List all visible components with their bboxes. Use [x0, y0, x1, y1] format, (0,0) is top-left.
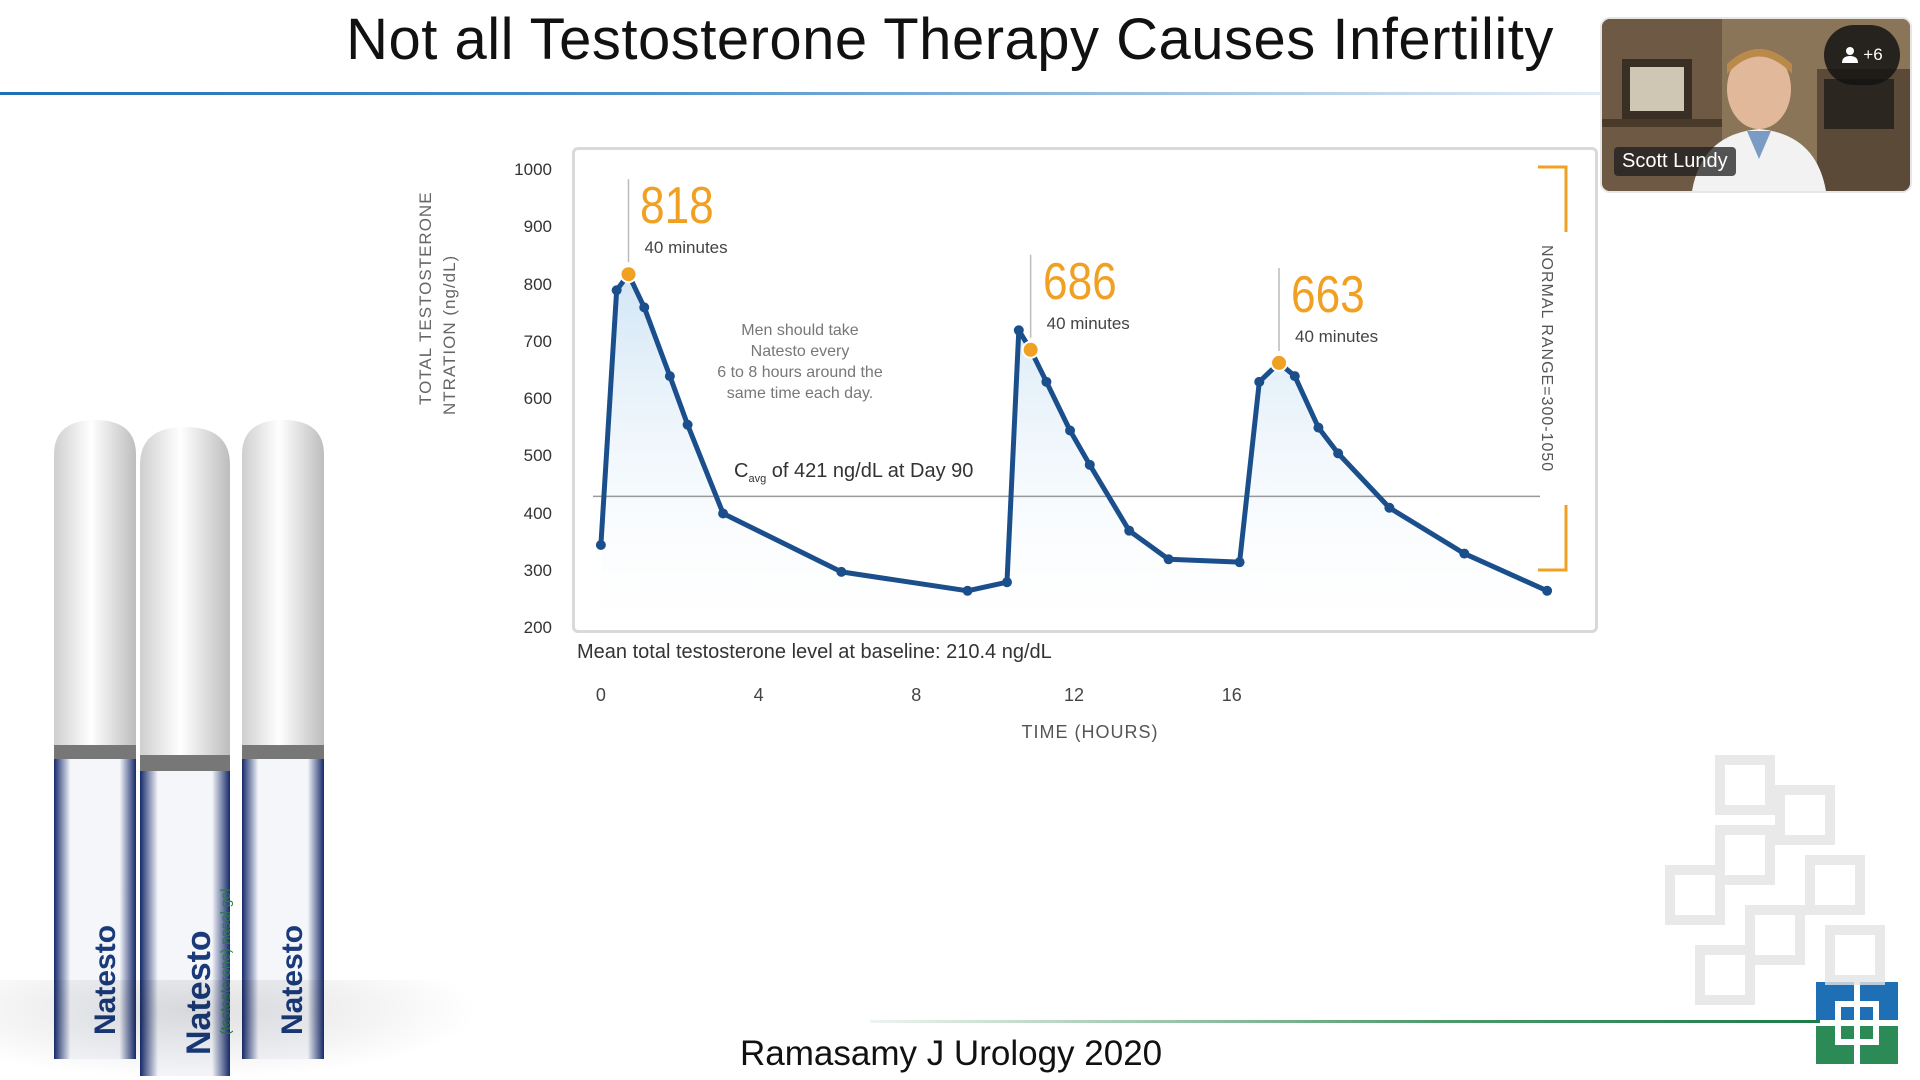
peak-time-label: 40 minutes — [1295, 326, 1379, 346]
data-point — [1333, 448, 1344, 459]
product-bottle — [140, 427, 230, 1076]
data-point — [1313, 422, 1324, 433]
participants-button[interactable]: +6 — [1824, 25, 1900, 85]
data-point — [1289, 371, 1300, 382]
data-point — [1065, 425, 1076, 436]
x-tick-label: 16 — [1221, 685, 1242, 705]
dosing-note-line: Men should take — [741, 322, 859, 339]
data-point — [611, 285, 622, 296]
background-pattern — [1665, 755, 1885, 1005]
cavg-text: of 421 ng/dL at Day 90 — [766, 460, 974, 482]
data-point — [1124, 525, 1135, 536]
y-tick-label: 700 — [523, 331, 552, 351]
product-brand-label: Natesto — [276, 925, 309, 1035]
y-tick-label: 600 — [523, 389, 552, 408]
normal-range-label: NORMAL RANGE=300-1050 — [1538, 245, 1555, 473]
data-point — [1001, 577, 1012, 588]
peak-time-label: 40 minutes — [644, 238, 728, 258]
data-point — [1459, 548, 1470, 559]
x-tick-label: 12 — [1063, 685, 1085, 705]
y-tick-label: 200 — [523, 618, 552, 637]
product-brand-label: Natesto — [180, 930, 218, 1055]
normal-range-bracket-bottom — [1538, 505, 1568, 572]
data-point — [718, 508, 729, 519]
data-point — [664, 371, 675, 382]
floor-shadow — [0, 980, 480, 1080]
product-brand-label: Natesto — [89, 925, 122, 1035]
data-point — [1542, 585, 1553, 596]
concentration-line — [598, 271, 1549, 594]
data-point — [1013, 325, 1024, 336]
product-bottle — [54, 420, 136, 1059]
person-icon — [1842, 47, 1859, 63]
y-tick-label: 400 — [523, 503, 552, 523]
y-tick-label: 1000 — [514, 160, 552, 179]
dosing-note-line: 6 to 8 hours around the — [717, 364, 883, 381]
data-point — [1384, 502, 1395, 513]
x-tick-label: 4 — [753, 685, 764, 705]
baseline-note: Mean total testosterone level at baselin… — [577, 641, 1052, 663]
citation: Ramasamy J Urology 2020 — [740, 1034, 1163, 1073]
y-axis-title: TOTAL TESTOSTERONE NTRATION (ng/dL) — [416, 190, 496, 420]
x-tick-label: 0 — [595, 685, 606, 705]
slide-title: Not all Testosterone Therapy Causes Infe… — [346, 7, 1554, 72]
clinic-logo — [1816, 982, 1898, 1064]
y-tick-label: 800 — [523, 274, 552, 294]
data-point — [1041, 376, 1052, 387]
footer-divider — [870, 1020, 1820, 1023]
data-point — [1163, 554, 1174, 565]
peak-value-label: 686 — [1042, 252, 1117, 311]
cavg-annotation: Cavg of 421 ng/dL at Day 90 — [734, 460, 973, 485]
cavg-symbol: C — [734, 460, 749, 482]
data-point — [639, 302, 650, 313]
cavg-subscript: avg — [748, 473, 767, 485]
product-bottle — [242, 420, 324, 1059]
dosing-note: Men should take Natesto every 6 to 8 hou… — [690, 320, 910, 404]
webcam-tile[interactable]: Scott Lundy +6 — [1600, 17, 1912, 193]
x-axis-title: TIME (HOURS) — [1021, 722, 1159, 742]
y-tick-label: 900 — [523, 217, 552, 237]
data-point — [682, 419, 693, 430]
y-axis-title-line: TOTAL TESTOSTERONE — [416, 191, 435, 405]
peak-value-label: 818 — [640, 177, 715, 236]
peak-point — [1021, 340, 1040, 359]
product-subtitle-label: (testosterone) nasal gel — [217, 889, 233, 1035]
x-tick-label: 8 — [911, 685, 922, 705]
data-point — [836, 566, 847, 577]
dosing-note-line: Natesto every — [750, 343, 850, 360]
presenter-name: Scott Lundy — [1614, 147, 1736, 176]
dosing-note-line: same time each day. — [726, 385, 874, 402]
participants-count: +6 — [1863, 45, 1883, 64]
product-image: Natesto Natesto Natesto (testosterone) n… — [54, 420, 324, 1076]
concentration-area — [600, 274, 1548, 628]
y-tick-label: 300 — [523, 560, 552, 580]
peak-point — [1270, 353, 1289, 372]
peak-time-label: 40 minutes — [1046, 313, 1130, 333]
peak-point — [619, 265, 638, 284]
data-point — [595, 539, 606, 550]
y-tick-label: 500 — [523, 446, 552, 466]
data-point — [1234, 557, 1245, 568]
y-axis-title-line: NTRATION (ng/dL) — [440, 254, 459, 415]
normal-range-bracket-top — [1538, 165, 1568, 232]
data-point — [962, 585, 973, 596]
title-divider — [0, 92, 1650, 95]
peak-value-label: 663 — [1291, 265, 1365, 324]
data-point — [1084, 459, 1095, 470]
data-point — [1254, 376, 1265, 387]
